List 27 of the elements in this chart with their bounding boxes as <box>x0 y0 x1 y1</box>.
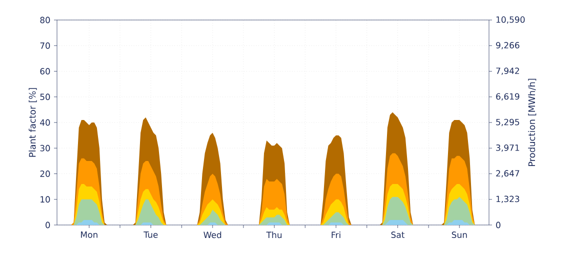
y-tick-label: 0 <box>46 222 50 228</box>
x-tick-label: Mon <box>81 232 98 238</box>
y2-tick-label: 6,619 <box>496 93 520 101</box>
x-tick-label: Sun <box>452 232 467 238</box>
x-tick-label: Thu <box>266 232 282 238</box>
y2-tick-label: 10,590 <box>496 16 525 24</box>
y2-tick-label: 0 <box>496 222 500 228</box>
y2-tick-label: 7,942 <box>496 68 520 75</box>
y-tick-label: 40 <box>40 119 50 126</box>
x-tick-label: Wed <box>204 232 222 238</box>
y-tick-label: 60 <box>40 68 50 74</box>
y-tick-label: 20 <box>40 170 50 177</box>
y-tick-label: 80 <box>40 16 50 24</box>
y-tick-label: 10 <box>40 196 50 203</box>
y2-tick-label: 2,647 <box>496 170 520 178</box>
y-tick-label: 30 <box>40 144 50 152</box>
y2-tick-label: 5,295 <box>496 118 520 126</box>
y-axis-title: Plant factor [%] <box>28 88 37 157</box>
y2-tick-label: 9,266 <box>496 42 520 50</box>
x-tick-label: Sat <box>391 232 404 238</box>
y-tick-label: 70 <box>40 42 50 49</box>
y2-axis-title: Production [MWh/h] <box>528 78 536 166</box>
x-tick-label: Fri <box>332 232 340 238</box>
y-tick-label: 50 <box>40 94 50 100</box>
y2-tick-label: 1,323 <box>496 196 520 204</box>
x-tick-label: Tue <box>144 232 158 238</box>
y2-tick-label: 3,971 <box>496 144 520 152</box>
